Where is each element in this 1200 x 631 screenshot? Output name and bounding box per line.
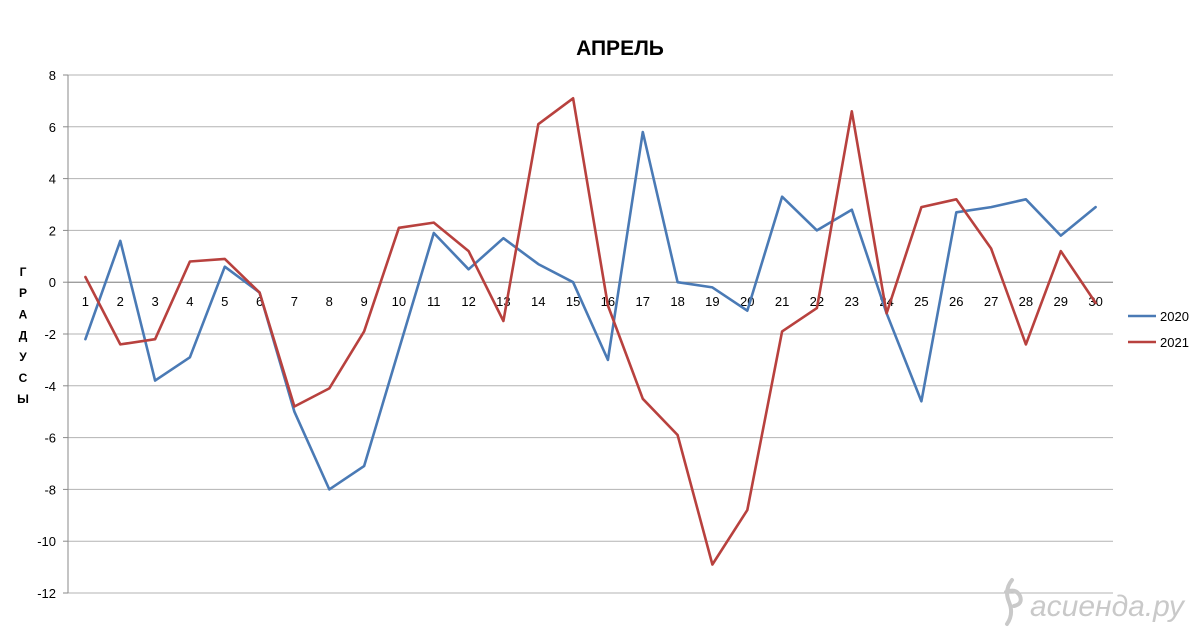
chart-title: АПРЕЛЬ <box>576 37 664 60</box>
x-tick-label: 2 <box>117 294 124 309</box>
x-tick-label: 14 <box>531 294 545 309</box>
watermark: асиенда.ру <box>1004 578 1186 626</box>
x-tick-label: 19 <box>705 294 719 309</box>
x-tick-label: 21 <box>775 294 789 309</box>
y-tick-label: 2 <box>49 223 56 238</box>
y-axis-label-letter: Д <box>19 329 28 343</box>
x-tick-label: 15 <box>566 294 580 309</box>
x-tick-label: 17 <box>636 294 650 309</box>
x-tick-label: 5 <box>221 294 228 309</box>
y-tick-label: 8 <box>49 68 56 83</box>
y-axis-label-letter: Р <box>19 286 27 300</box>
x-tick-label: 8 <box>326 294 333 309</box>
x-tick-label: 26 <box>949 294 963 309</box>
x-tick-label: 9 <box>360 294 367 309</box>
y-axis-label-letter: Ы <box>17 392 29 406</box>
x-tick-label: 10 <box>392 294 406 309</box>
x-tick-label: 7 <box>291 294 298 309</box>
legend-label-2020: 2020 <box>1160 309 1189 324</box>
x-tick-label: 27 <box>984 294 998 309</box>
y-tick-label: -6 <box>44 431 56 446</box>
watermark-text: асиенда.ру <box>1030 590 1186 623</box>
x-tick-label: 28 <box>1019 294 1033 309</box>
flourish-icon <box>1004 578 1023 626</box>
series-line-2021 <box>84 97 1097 566</box>
x-tick-label: 11 <box>427 294 441 309</box>
y-axis: 8 6 4 2 0 -2 -4 -6 -8 -10 -12 <box>37 68 69 601</box>
x-tick-label: 18 <box>670 294 684 309</box>
legend-label-2021: 2021 <box>1160 335 1189 350</box>
y-axis-label-letter: С <box>19 371 28 385</box>
x-tick-label: 6 <box>256 294 263 309</box>
y-tick-label: -12 <box>37 586 56 601</box>
y-axis-label-letter: У <box>19 350 27 364</box>
y-tick-label: 4 <box>49 172 56 187</box>
x-tick-label: 1 <box>82 294 89 309</box>
x-tick-label: 4 <box>186 294 193 309</box>
y-tick-label: -2 <box>44 327 56 342</box>
legend: 2020 2021 <box>1128 309 1189 350</box>
y-tick-label: -8 <box>44 482 56 497</box>
x-tick-label: 3 <box>151 294 158 309</box>
y-tick-label: 0 <box>49 275 56 290</box>
x-tick-label: 12 <box>461 294 475 309</box>
series-lines <box>84 97 1097 566</box>
y-tick-label: 6 <box>49 120 56 135</box>
x-tick-label: 25 <box>914 294 928 309</box>
y-axis-label-letter: Г <box>20 265 27 279</box>
y-tick-label: -10 <box>37 534 56 549</box>
y-tick-label: -4 <box>44 379 56 394</box>
x-tick-label: 23 <box>845 294 859 309</box>
y-axis-label-letter: А <box>19 307 28 321</box>
x-tick-label: 29 <box>1054 294 1068 309</box>
